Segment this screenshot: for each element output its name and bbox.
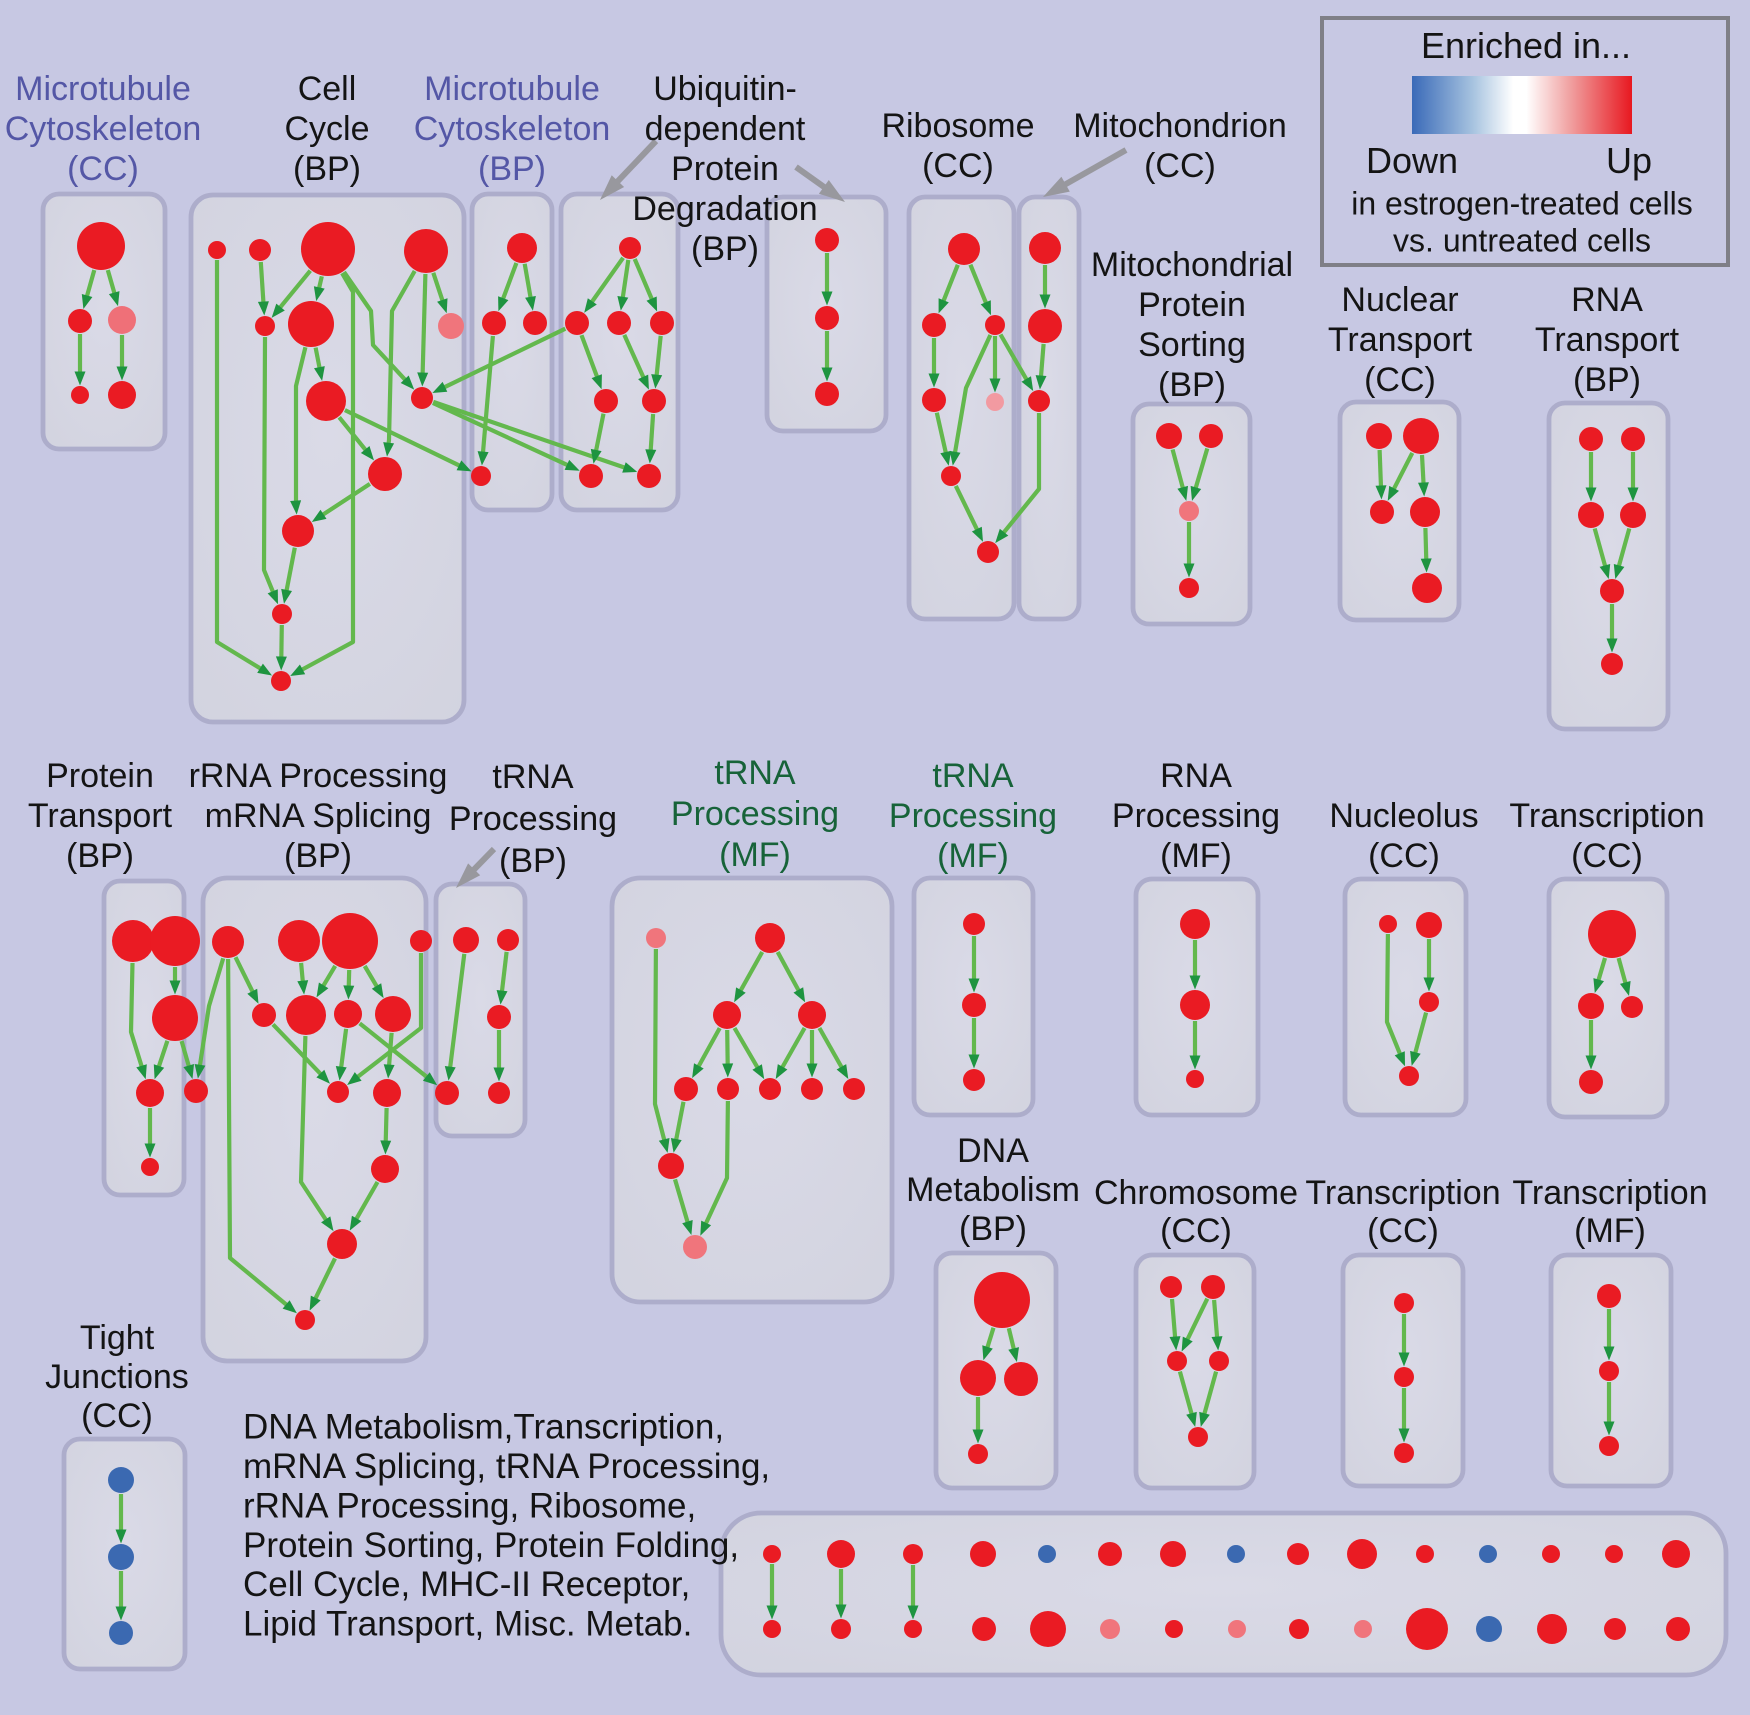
svg-text:Protein: Protein: [671, 150, 779, 188]
svg-text:(MF): (MF): [1160, 837, 1232, 875]
svg-text:Lipid Transport, Misc. Metab.: Lipid Transport, Misc. Metab.: [243, 1605, 692, 1644]
svg-text:(CC): (CC): [1364, 361, 1436, 399]
svg-text:Tight: Tight: [80, 1319, 155, 1357]
svg-text:(BP): (BP): [478, 150, 546, 188]
svg-text:RNA: RNA: [1571, 281, 1643, 319]
svg-text:tRNA: tRNA: [492, 758, 574, 796]
svg-text:(CC): (CC): [67, 150, 139, 188]
svg-text:(CC): (CC): [81, 1397, 153, 1435]
svg-text:RNA: RNA: [1160, 757, 1232, 795]
svg-text:Nucleolus: Nucleolus: [1329, 797, 1478, 835]
svg-text:(BP): (BP): [284, 837, 352, 875]
svg-text:Microtubule: Microtubule: [424, 70, 600, 108]
svg-text:tRNA: tRNA: [714, 754, 796, 792]
svg-text:(CC): (CC): [1160, 1212, 1232, 1250]
svg-text:Degradation: Degradation: [632, 190, 817, 228]
svg-text:Cytoskeleton: Cytoskeleton: [5, 110, 202, 148]
svg-text:Processing: Processing: [449, 800, 617, 838]
svg-text:Enriched in...: Enriched in...: [1421, 25, 1631, 66]
svg-text:Metabolism: Metabolism: [906, 1171, 1080, 1209]
svg-text:(MF): (MF): [937, 837, 1009, 875]
svg-text:Up: Up: [1606, 140, 1652, 181]
svg-text:Transcription: Transcription: [1305, 1174, 1500, 1212]
svg-text:(CC): (CC): [1367, 1212, 1439, 1250]
svg-text:DNA: DNA: [957, 1132, 1029, 1170]
svg-text:Transcription: Transcription: [1509, 797, 1704, 835]
svg-text:(CC): (CC): [1144, 147, 1216, 185]
svg-text:DNA Metabolism,Transcription,: DNA Metabolism,Transcription,: [243, 1408, 724, 1447]
svg-text:(MF): (MF): [1574, 1212, 1646, 1250]
svg-text:(BP): (BP): [959, 1210, 1027, 1248]
svg-text:Transcription: Transcription: [1512, 1174, 1707, 1212]
svg-text:Protein Sorting, Protein Foldi: Protein Sorting, Protein Folding,: [243, 1526, 739, 1565]
svg-text:Microtubule: Microtubule: [15, 70, 191, 108]
svg-text:Cell Cycle, MHC-II Receptor,: Cell Cycle, MHC-II Receptor,: [243, 1565, 690, 1604]
svg-text:Ubiquitin-: Ubiquitin-: [653, 70, 797, 108]
svg-text:mRNA Splicing, tRNA Processing: mRNA Splicing, tRNA Processing,: [243, 1447, 770, 1486]
svg-text:Chromosome: Chromosome: [1094, 1174, 1298, 1212]
svg-text:Cycle: Cycle: [284, 110, 369, 148]
svg-text:dependent: dependent: [645, 110, 806, 148]
svg-text:(BP): (BP): [1573, 361, 1641, 399]
svg-text:Transport: Transport: [1328, 321, 1473, 359]
svg-text:Junctions: Junctions: [45, 1358, 189, 1396]
svg-text:mRNA Splicing: mRNA Splicing: [205, 797, 432, 835]
svg-text:Transport: Transport: [28, 797, 173, 835]
svg-text:Down: Down: [1366, 140, 1458, 181]
svg-text:Mitochondrial: Mitochondrial: [1091, 246, 1293, 284]
svg-text:Mitochondrion: Mitochondrion: [1073, 107, 1287, 145]
svg-text:(CC): (CC): [922, 147, 994, 185]
svg-text:(CC): (CC): [1368, 837, 1440, 875]
svg-text:(BP): (BP): [66, 837, 134, 875]
svg-text:in estrogen-treated cells: in estrogen-treated cells: [1351, 186, 1693, 222]
svg-text:Cell: Cell: [298, 70, 357, 108]
svg-text:rRNA Processing, Ribosome,: rRNA Processing, Ribosome,: [243, 1486, 696, 1525]
svg-text:Cytoskeleton: Cytoskeleton: [414, 110, 611, 148]
svg-text:(BP): (BP): [499, 842, 567, 880]
svg-text:rRNA Processing: rRNA Processing: [189, 757, 448, 795]
svg-text:Nuclear: Nuclear: [1341, 281, 1458, 319]
svg-text:Sorting: Sorting: [1138, 326, 1246, 364]
svg-text:Processing: Processing: [1112, 797, 1280, 835]
svg-text:Transport: Transport: [1535, 321, 1680, 359]
svg-text:tRNA: tRNA: [932, 757, 1014, 795]
svg-text:vs. untreated cells: vs. untreated cells: [1393, 223, 1651, 259]
svg-text:(BP): (BP): [691, 230, 759, 268]
svg-text:(MF): (MF): [719, 836, 791, 874]
svg-text:(CC): (CC): [1571, 837, 1643, 875]
svg-text:(BP): (BP): [1158, 366, 1226, 404]
svg-text:Protein: Protein: [46, 757, 154, 795]
svg-text:(BP): (BP): [293, 150, 361, 188]
svg-text:Processing: Processing: [671, 795, 839, 833]
svg-text:Ribosome: Ribosome: [881, 107, 1034, 145]
svg-text:Processing: Processing: [889, 797, 1057, 835]
svg-text:Protein: Protein: [1138, 286, 1246, 324]
